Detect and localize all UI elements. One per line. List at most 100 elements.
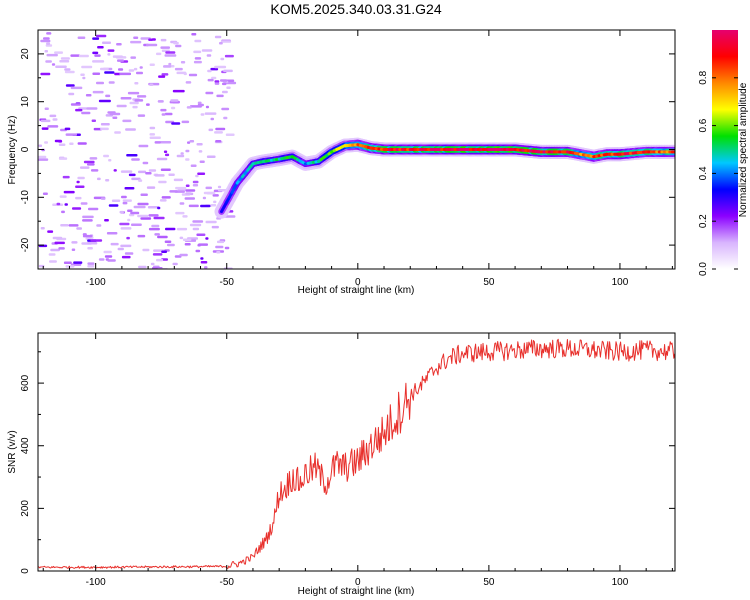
- spectrogram-ytick-label: -20: [20, 237, 31, 252]
- spectrogram-noise-speck: [197, 101, 202, 105]
- spectrogram-noise-speck: [154, 233, 160, 236]
- spectrogram-noise-speck: [150, 262, 155, 266]
- spectrogram-noise-speck: [210, 204, 217, 207]
- spectrogram-noise-speck: [106, 232, 118, 235]
- spectrogram-noise-speck: [103, 154, 109, 158]
- spectrogram-noise-speck: [224, 246, 230, 250]
- spectrogram-noise-speck: [220, 40, 232, 43]
- spectrogram-noise-speck: [87, 265, 95, 268]
- spectrogram-noise-speck: [210, 67, 219, 71]
- spectrogram-noise-speck: [68, 224, 79, 227]
- spectrogram-noise-speck: [77, 176, 85, 180]
- spectrogram-noise-speck: [147, 206, 159, 209]
- spectrogram-noise-speck: [44, 50, 48, 53]
- spectrogram-noise-speck: [156, 157, 168, 161]
- spectrogram-noise-speck: [96, 81, 104, 85]
- snr-ylabel: SNR (v/v): [7, 430, 18, 473]
- spectrogram-noise-speck: [221, 107, 230, 111]
- spectrogram-noise-speck: [42, 192, 48, 195]
- spectrogram-noise-speck: [80, 202, 88, 205]
- spectrogram-noise-speck: [214, 65, 227, 69]
- spectrogram-noise-speck: [220, 57, 225, 61]
- spectrogram-noise-speck: [161, 196, 171, 199]
- snr-xtick-label: -100: [86, 577, 106, 588]
- spectrogram-noise-speck: [182, 238, 192, 241]
- snr-xtick-label: 100: [612, 577, 629, 588]
- spectrogram-noise-speck: [193, 50, 202, 54]
- spectrogram-noise-speck: [119, 222, 130, 226]
- spectrogram-noise-speck: [75, 196, 82, 200]
- snr-ytick-label: 600: [20, 374, 31, 391]
- spectrogram-noise-speck: [100, 197, 106, 200]
- spectrogram-noise-speck: [89, 157, 98, 160]
- spectrogram-noise-speck: [164, 54, 177, 57]
- spectrogram-noise-speck: [161, 250, 167, 253]
- spectrogram-noise-speck: [194, 39, 202, 43]
- spectrogram-noise-speck: [65, 265, 75, 268]
- spectrogram-noise-speck: [82, 76, 86, 80]
- spectrogram-noise-speck: [176, 154, 185, 158]
- spectrogram-noise-speck: [189, 223, 202, 227]
- spectrogram-noise-speck: [193, 60, 202, 64]
- spectrogram-noise-speck: [156, 258, 164, 262]
- spectrogram-noise-speck: [197, 172, 206, 175]
- spectrogram-noise-speck: [211, 76, 217, 80]
- spectrogram-noise-speck: [128, 213, 135, 217]
- spectrogram-noise-speck: [142, 161, 149, 165]
- spectrogram-noise-speck: [160, 46, 170, 49]
- spectrogram-noise-speck: [215, 140, 222, 143]
- spectrogram-noise-speck: [114, 72, 121, 76]
- spectrogram-noise-speck: [88, 207, 99, 211]
- spectrogram-noise-speck: [222, 90, 228, 94]
- spectrogram-noise-speck: [52, 236, 63, 240]
- spectrogram-noise-speck: [107, 49, 115, 52]
- spectrogram-noise-speck: [81, 111, 91, 115]
- spectrogram-noise-speck: [54, 241, 65, 245]
- spectrogram-noise-speck: [107, 259, 116, 262]
- spectrogram-noise-speck: [94, 54, 101, 57]
- spectrogram-noise-speck: [210, 117, 214, 121]
- colorbar-tick-label: 0.6: [698, 118, 709, 132]
- spectrogram-noise-speck: [158, 180, 167, 184]
- spectrogram-noise-speck: [214, 131, 223, 134]
- spectrogram-noise-speck: [76, 227, 82, 230]
- spectrogram-noise-speck: [116, 43, 122, 46]
- spectrogram-noise-speck: [139, 66, 143, 69]
- spectrogram-noise: [38, 32, 237, 269]
- spectrogram-noise-speck: [59, 60, 70, 63]
- spectrogram-xtick-label: -100: [86, 277, 106, 288]
- spectrogram-noise-speck: [165, 227, 176, 231]
- spectrogram-noise-speck: [146, 186, 156, 189]
- spectrogram-noise-speck: [185, 184, 190, 187]
- snr-xtick-label: 50: [483, 577, 495, 588]
- spectrogram-noise-speck: [87, 262, 95, 265]
- spectrogram-noise-speck: [192, 180, 199, 184]
- spectrogram-noise-speck: [163, 65, 172, 68]
- spectrogram-noise-speck: [131, 158, 140, 161]
- spectrogram-noise-speck: [58, 247, 65, 250]
- spectrogram-noise-speck: [70, 54, 80, 57]
- spectrogram-noise-speck: [100, 67, 109, 71]
- spectrogram-noise-speck: [200, 113, 205, 116]
- spectrogram-noise-speck: [122, 199, 132, 202]
- spectrogram-noise-speck: [130, 40, 142, 44]
- spectrogram-noise-speck: [109, 112, 121, 116]
- spectrogram-noise-speck: [83, 160, 95, 164]
- spectrogram-noise-speck: [201, 49, 213, 52]
- spectrogram-noise-speck: [164, 240, 172, 243]
- spectrogram-noise-speck: [140, 193, 148, 196]
- spectrogram-noise-speck: [61, 210, 65, 214]
- spectrogram-noise-speck: [225, 133, 235, 136]
- spectrogram-xtick-label: 0: [355, 277, 361, 288]
- colorbar: 0.0 0.2 0.4 0.6 0.8 Normalized spectral ampl…: [698, 30, 749, 276]
- figure-title: KOM5.2025.340.03.31.G24: [270, 1, 441, 17]
- spectrogram-noise-speck: [130, 211, 140, 215]
- spectrogram-noise-speck: [113, 169, 117, 172]
- spectrogram-noise-speck: [54, 51, 63, 54]
- spectrogram-noise-speck: [108, 81, 115, 84]
- spectrogram-noise-speck: [59, 195, 67, 198]
- spectrogram-noise-speck: [126, 236, 130, 240]
- spectrogram-noise-speck: [98, 258, 105, 261]
- spectrogram-noise-speck: [100, 123, 110, 126]
- spectrogram-noise-speck: [85, 94, 92, 97]
